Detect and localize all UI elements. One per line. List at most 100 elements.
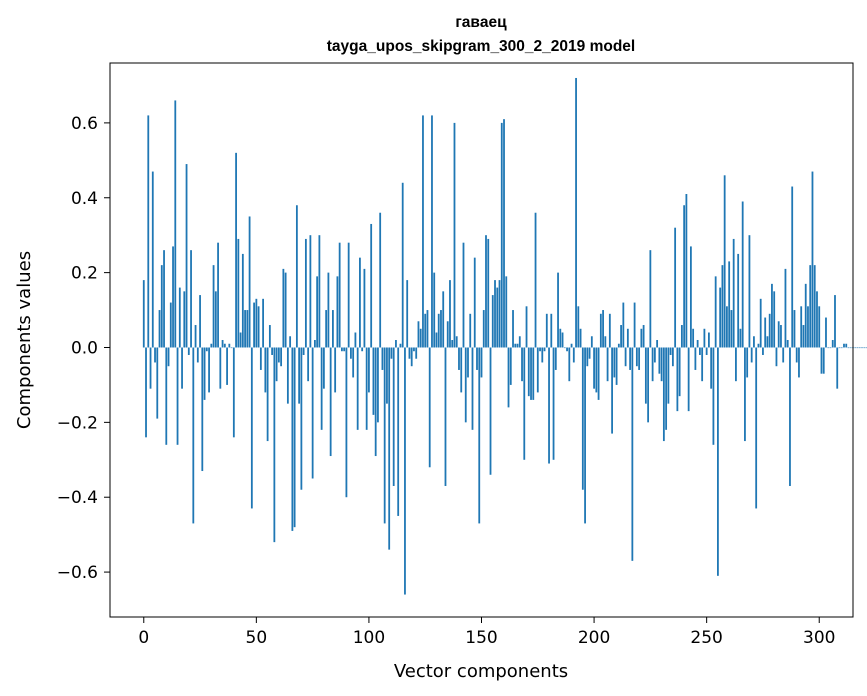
bar-242 <box>687 347 690 412</box>
bar-302 <box>822 347 825 374</box>
bar-182 <box>552 347 555 460</box>
bar-238 <box>678 347 681 397</box>
bar-64 <box>286 347 289 404</box>
bar-66 <box>291 347 294 531</box>
bar-126 <box>426 310 429 348</box>
bar-105 <box>379 212 382 348</box>
bar-130 <box>435 332 438 348</box>
bar-5 <box>154 347 156 363</box>
bar-264 <box>737 253 740 348</box>
bar-124 <box>422 115 424 348</box>
bar-235 <box>671 347 674 367</box>
bar-37 <box>226 347 228 385</box>
bar-239 <box>680 325 683 348</box>
bar-206 <box>606 347 609 382</box>
bar-69 <box>298 347 301 404</box>
bar-92 <box>350 347 352 359</box>
bar-183 <box>554 347 557 370</box>
bar-23 <box>194 325 197 348</box>
bar-44 <box>241 253 244 348</box>
bar-246 <box>696 340 699 348</box>
bar-258 <box>723 175 726 348</box>
bar-306 <box>831 340 834 348</box>
bar-18 <box>183 291 186 348</box>
bar-249 <box>703 328 706 348</box>
bar-176 <box>539 347 541 352</box>
bar-279 <box>771 283 773 348</box>
bar-304 <box>827 347 830 349</box>
bar-215 <box>626 328 629 348</box>
bar-185 <box>559 328 562 348</box>
bar-250 <box>705 347 708 355</box>
bar-254 <box>714 276 717 348</box>
chart-subtitle: tayga_upos_skipgram_300_2_2019 model <box>327 38 635 55</box>
bar-171 <box>527 347 530 397</box>
bar-91 <box>347 242 350 348</box>
bar-140 <box>458 347 460 370</box>
bar-203 <box>599 313 602 348</box>
bar-191 <box>572 347 575 363</box>
bar-117 <box>406 280 409 348</box>
bar-188 <box>566 347 568 352</box>
bar-233 <box>667 347 670 404</box>
bar-219 <box>635 347 638 367</box>
bar-54 <box>264 347 267 393</box>
x-tick-label: 200 <box>578 628 610 648</box>
y-tick-label: 0.0 <box>71 338 98 358</box>
bar-210 <box>615 347 618 385</box>
bar-277 <box>766 336 769 348</box>
bar-30 <box>210 343 213 348</box>
bar-178 <box>543 347 546 352</box>
bar-240 <box>683 205 686 348</box>
bar-228 <box>656 340 659 348</box>
bar-11 <box>167 347 170 367</box>
bar-115 <box>401 182 404 348</box>
bar-298 <box>813 265 816 348</box>
x-axis-label: Vector components <box>394 661 568 682</box>
bar-169 <box>523 347 526 460</box>
bar-0 <box>142 280 145 348</box>
bar-283 <box>780 325 782 348</box>
bar-307 <box>834 295 836 348</box>
x-tick-label: 150 <box>465 628 497 648</box>
bar-247 <box>699 347 701 355</box>
bar-200 <box>593 347 595 389</box>
bar-65 <box>289 336 292 348</box>
bar-231 <box>662 347 665 442</box>
bar-262 <box>732 238 735 348</box>
bar-198 <box>588 347 591 359</box>
bar-278 <box>768 313 771 348</box>
bar-102 <box>372 347 375 415</box>
bar-47 <box>248 216 251 348</box>
bar-27 <box>203 347 206 400</box>
bar-20 <box>187 347 190 355</box>
bar-138 <box>453 122 456 348</box>
bar-133 <box>442 291 445 348</box>
bar-270 <box>750 347 753 363</box>
bar-22 <box>192 347 195 524</box>
bar-291 <box>798 347 800 378</box>
bar-166 <box>516 343 519 348</box>
bar-159 <box>500 122 503 348</box>
bar-197 <box>586 347 589 367</box>
bar-61 <box>280 347 283 367</box>
bar-68 <box>295 205 298 348</box>
bar-122 <box>417 321 420 348</box>
bar-181 <box>550 313 553 348</box>
bar-294 <box>804 283 807 348</box>
bar-236 <box>674 227 677 348</box>
bar-152 <box>485 235 487 348</box>
bar-26 <box>201 347 204 472</box>
bar-226 <box>651 347 654 382</box>
bar-136 <box>449 280 451 348</box>
bar-153 <box>487 238 490 348</box>
bar-25 <box>199 295 201 348</box>
bar-172 <box>530 347 532 400</box>
bar-309 <box>838 347 841 349</box>
bar-104 <box>377 347 379 423</box>
bar-195 <box>581 347 584 490</box>
bar-21 <box>190 250 192 348</box>
bar-187 <box>563 347 566 349</box>
bar-147 <box>473 257 476 348</box>
